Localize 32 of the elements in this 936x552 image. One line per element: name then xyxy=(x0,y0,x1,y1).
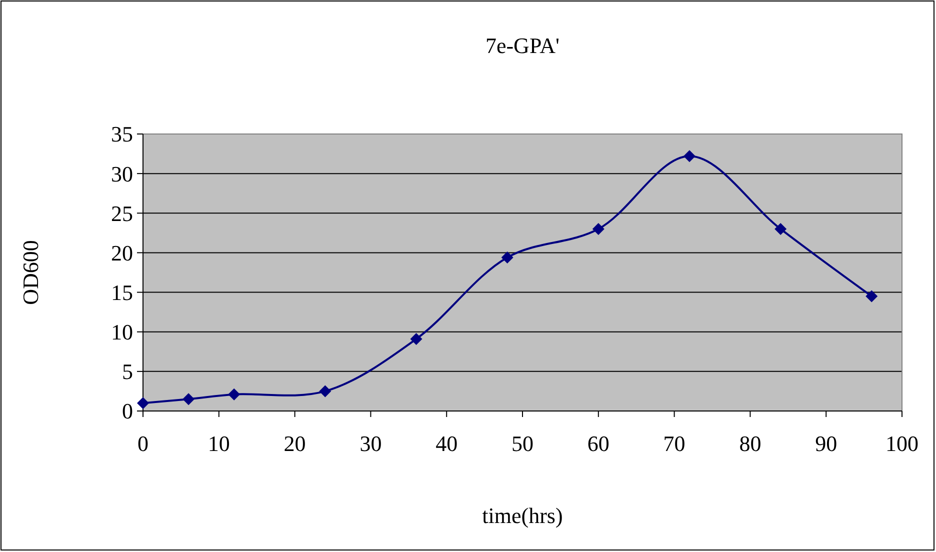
point xyxy=(866,290,878,302)
y-tick-label: 5 xyxy=(122,359,133,384)
x-tick-label: 0 xyxy=(138,431,148,456)
y-tick-label: 0 xyxy=(122,398,133,424)
point xyxy=(137,397,149,410)
y-tick-label: 20 xyxy=(111,240,133,266)
y-tick-label: 10 xyxy=(111,320,133,345)
x-tick-label: 50 xyxy=(512,431,534,456)
y-tick-label: 25 xyxy=(111,200,133,226)
x-tick-label: 60 xyxy=(587,431,610,456)
x-tick-label: 20 xyxy=(284,431,306,456)
point xyxy=(501,251,514,264)
x-tick-label: 40 xyxy=(436,431,458,456)
point xyxy=(319,385,332,398)
point xyxy=(228,388,240,400)
chart-title: 7e-GPA' xyxy=(485,33,560,58)
x-tick-label: 90 xyxy=(815,431,838,456)
y-tick-label: 15 xyxy=(111,280,133,305)
point xyxy=(774,222,787,235)
y-tick-label: 30 xyxy=(111,161,133,186)
point xyxy=(592,222,604,235)
point xyxy=(683,150,696,162)
x-tick-label: 100 xyxy=(886,431,918,456)
x-tick-label: 80 xyxy=(739,431,762,456)
x-tick-label: 70 xyxy=(663,431,686,456)
y-axis-title: OD600 xyxy=(18,240,43,305)
x-tick-label: 10 xyxy=(208,431,230,456)
x-axis-title: time(hrs) xyxy=(482,503,563,528)
y-tick-label: 35 xyxy=(111,122,133,147)
x-tick-label: 30 xyxy=(360,431,382,456)
point xyxy=(410,332,422,345)
point xyxy=(182,393,195,406)
